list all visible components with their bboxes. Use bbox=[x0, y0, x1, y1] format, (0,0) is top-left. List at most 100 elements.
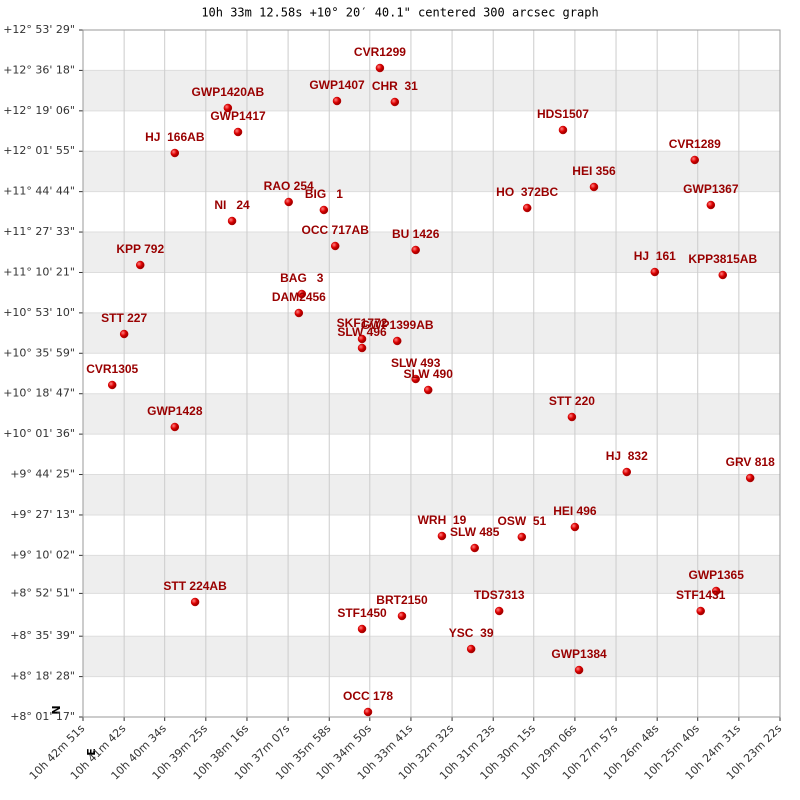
star-point bbox=[233, 127, 243, 137]
star-point bbox=[567, 412, 577, 422]
star-point bbox=[711, 586, 721, 596]
star-label: RAO 254 bbox=[264, 179, 314, 193]
x-axis-label: E bbox=[85, 748, 98, 756]
y-tick-label: +12° 53' 29" bbox=[3, 23, 75, 36]
star-point bbox=[589, 182, 599, 192]
y-tick-label: +9° 27' 13" bbox=[10, 508, 75, 521]
star-label: HEI 496 bbox=[553, 504, 597, 518]
star-point bbox=[622, 467, 632, 477]
star-label: TDS7313 bbox=[474, 588, 525, 602]
star-point bbox=[650, 267, 660, 277]
star-label: BRT2150 bbox=[376, 593, 428, 607]
band bbox=[83, 636, 780, 677]
star-label: STT 224AB bbox=[163, 579, 227, 593]
band bbox=[83, 474, 780, 515]
band bbox=[83, 151, 780, 192]
star-label: SKF1772 bbox=[337, 316, 388, 330]
band bbox=[83, 70, 780, 111]
star-point bbox=[570, 522, 580, 532]
star-point bbox=[397, 611, 407, 621]
y-tick-label: +10° 35' 59" bbox=[3, 346, 75, 359]
y-axis-label: N bbox=[50, 705, 63, 714]
star-label: GWP1399AB bbox=[361, 318, 434, 332]
star-label: STF1431 bbox=[676, 588, 726, 602]
star-label: GWP1417 bbox=[210, 109, 266, 123]
star-point bbox=[411, 374, 420, 384]
star-point bbox=[190, 597, 200, 607]
star-label: CVR1299 bbox=[354, 45, 406, 59]
y-tick-label: +11° 27' 33" bbox=[3, 225, 75, 238]
band bbox=[83, 312, 780, 354]
star-point bbox=[223, 103, 233, 113]
plot-frame bbox=[82, 29, 781, 718]
y-tick-label: +10° 01' 36" bbox=[3, 427, 75, 440]
star-point bbox=[332, 96, 342, 106]
star-point bbox=[119, 329, 129, 339]
star-label: SLW 496 bbox=[337, 325, 387, 339]
band bbox=[83, 232, 780, 273]
star-label: GRV 818 bbox=[726, 455, 775, 469]
y-tick-label: +8° 18' 28" bbox=[10, 670, 75, 683]
y-tick-label: +8° 52' 51" bbox=[10, 586, 75, 599]
y-tick-label: +12° 01' 55" bbox=[3, 144, 75, 157]
star-label: STT 220 bbox=[549, 394, 595, 408]
y-tick-label: +8° 35' 39" bbox=[10, 629, 75, 642]
star-label: KPP 792 bbox=[116, 242, 164, 256]
star-label: HO 372BC bbox=[496, 185, 558, 199]
star-point bbox=[690, 155, 699, 165]
star-point bbox=[297, 289, 307, 299]
star-point bbox=[470, 543, 479, 553]
star-point bbox=[319, 205, 329, 215]
star-label: OCC 178 bbox=[343, 689, 393, 703]
band bbox=[83, 555, 780, 594]
band bbox=[83, 393, 780, 435]
star-label: BAG 3 bbox=[280, 271, 324, 285]
star-point bbox=[375, 63, 385, 73]
star-point bbox=[392, 336, 402, 346]
star-point bbox=[170, 148, 180, 158]
star-label: SLW 490 bbox=[404, 367, 454, 381]
y-tick-label: +11° 10' 21" bbox=[3, 265, 75, 278]
star-label: GWP1367 bbox=[683, 182, 739, 196]
star-point bbox=[390, 97, 400, 107]
star-point bbox=[517, 532, 527, 542]
y-tick-label: +9° 44' 25" bbox=[10, 468, 75, 481]
star-label: HEI 356 bbox=[572, 164, 616, 178]
star-point bbox=[745, 473, 755, 483]
star-point bbox=[107, 380, 117, 390]
star-label: HJ 166AB bbox=[145, 130, 205, 144]
star-label: BIG 1 bbox=[305, 187, 343, 201]
star-point bbox=[437, 531, 447, 541]
star-point bbox=[363, 707, 373, 717]
star-label: SLW 485 bbox=[450, 525, 500, 539]
star-label: YSC 39 bbox=[449, 626, 494, 640]
star-label: CHR 31 bbox=[372, 79, 418, 93]
star-point bbox=[135, 260, 145, 270]
y-tick-label: +12° 36' 18" bbox=[3, 63, 75, 76]
star-point bbox=[227, 216, 237, 226]
star-point bbox=[284, 197, 293, 207]
star-label: STF1450 bbox=[337, 606, 387, 620]
star-label: GWP1365 bbox=[689, 568, 745, 582]
star-label: GWP1407 bbox=[309, 78, 365, 92]
star-label: GWP1420AB bbox=[192, 85, 265, 99]
star-point bbox=[466, 644, 476, 654]
y-tick-label: +10° 53' 10" bbox=[3, 306, 75, 319]
chart-title: 10h 33m 12.58s +10° 20′ 40.1" centered 3… bbox=[201, 6, 598, 20]
star-label: SLW 493 bbox=[391, 356, 441, 370]
star-point bbox=[494, 606, 504, 616]
y-tick-label: +12° 19' 06" bbox=[3, 104, 75, 117]
star-label: OCC 717AB bbox=[302, 223, 370, 237]
y-tick-label: +10° 18' 47" bbox=[3, 387, 75, 400]
star-label: HJ 161 bbox=[634, 249, 676, 263]
star-label: HDS1507 bbox=[537, 107, 589, 121]
star-label: STT 227 bbox=[101, 311, 147, 325]
y-tick-label: +9° 10' 02" bbox=[10, 548, 75, 561]
star-point bbox=[706, 200, 716, 210]
star-point bbox=[170, 422, 180, 432]
star-label: BU 1426 bbox=[392, 227, 440, 241]
star-point bbox=[423, 385, 433, 395]
star-point bbox=[357, 624, 367, 634]
